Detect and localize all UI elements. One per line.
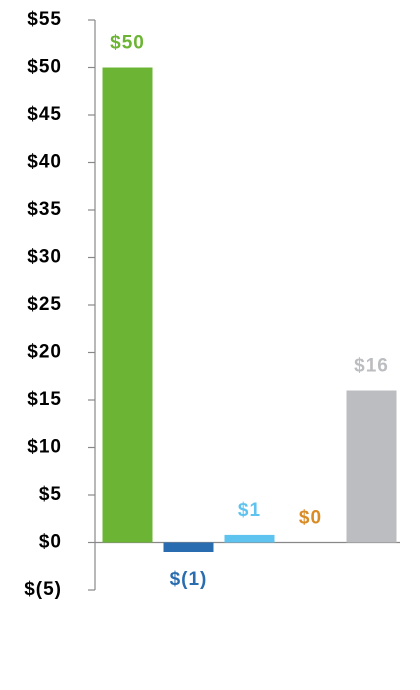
y-tick-label: $50 — [27, 57, 62, 78]
y-tick-label: $25 — [27, 294, 62, 315]
y-tick-label: $5 — [39, 484, 62, 505]
y-tick-label: $40 — [27, 152, 62, 173]
value-label: $50 — [110, 33, 145, 54]
y-tick-label: $35 — [27, 199, 62, 220]
y-tick-label: $10 — [27, 437, 62, 458]
bar — [163, 542, 214, 552]
bar — [346, 390, 397, 543]
y-tick-label: $0 — [39, 532, 62, 553]
bar — [224, 534, 275, 543]
y-tick-label: $55 — [27, 9, 62, 30]
y-tick-label: $45 — [27, 104, 62, 125]
y-tick-label: $30 — [27, 247, 62, 268]
bar — [102, 67, 153, 543]
value-label: $16 — [354, 356, 389, 377]
value-label: $0 — [299, 508, 322, 529]
value-label: $1 — [238, 500, 261, 521]
value-label: $(1) — [170, 569, 208, 590]
y-tick-label: $(5) — [24, 579, 62, 600]
y-tick-label: $15 — [27, 389, 62, 410]
y-tick-label: $20 — [27, 342, 62, 363]
